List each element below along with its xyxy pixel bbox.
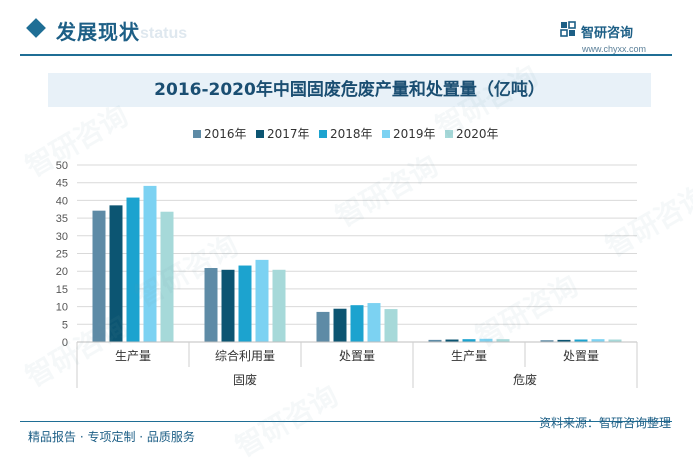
legend-swatch (382, 130, 390, 138)
bar (238, 265, 252, 342)
section-watermark: status (140, 25, 188, 42)
bar (204, 268, 218, 342)
y-tick-label: 50 (56, 160, 68, 172)
legend-label: 2018年 (330, 127, 373, 141)
x-tick-label: 处置量 (563, 349, 599, 363)
bar (574, 339, 588, 342)
y-tick-label: 5 (62, 319, 68, 331)
legend-label: 2016年 (204, 127, 247, 141)
bar (143, 185, 157, 342)
brand-url[interactable]: www.chyxx.com (582, 44, 647, 54)
header-divider (20, 54, 672, 56)
chart-title: 2016-2020年中国固废危废产量和处置量（亿吨） (154, 80, 545, 100)
bar (591, 339, 605, 342)
legend-swatch (193, 130, 201, 138)
brand-name: 智研咨询 (581, 26, 634, 41)
bar (92, 210, 106, 342)
y-tick-label: 30 (56, 231, 68, 243)
brand-logo-icon (560, 21, 576, 37)
bar (540, 340, 554, 342)
y-tick-label: 10 (56, 302, 68, 314)
bar (445, 339, 459, 342)
footer-slogan: 精品报告 · 专项定制 · 品质服务 (28, 430, 195, 444)
y-tick-label: 15 (56, 284, 68, 296)
y-tick-label: 20 (56, 266, 68, 278)
bar (496, 339, 510, 342)
y-tick-label: 40 (56, 195, 68, 207)
legend-label: 2020年 (456, 127, 499, 141)
x-tick-label: 生产量 (451, 349, 487, 363)
group-label: 固废 (233, 372, 257, 387)
bar (367, 303, 381, 342)
bar (316, 311, 330, 342)
bar (255, 259, 269, 342)
bar (272, 269, 286, 342)
bar (333, 308, 347, 342)
bar (557, 339, 571, 342)
x-tick-label: 处置量 (339, 349, 375, 363)
bar (384, 309, 398, 342)
bar (428, 339, 442, 342)
bar (221, 269, 235, 342)
y-tick-label: 35 (56, 213, 68, 225)
page-header: status 发展现状 智研咨询 www.chyxx.com (0, 0, 693, 62)
section-title: 发展现状 (56, 20, 140, 44)
group-label: 危废 (513, 372, 537, 387)
bar (350, 305, 364, 342)
footer-divider (20, 421, 672, 422)
y-tick-label: 25 (56, 249, 68, 261)
bar (462, 339, 476, 342)
legend-label: 2019年 (393, 127, 436, 141)
bar (608, 339, 622, 342)
bar (126, 197, 140, 342)
legend-swatch (256, 130, 264, 138)
legend-label: 2017年 (267, 127, 310, 141)
y-tick-label: 0 (62, 337, 68, 349)
bar (109, 205, 123, 342)
source-note: 资料来源：智研咨询整理 (538, 416, 671, 430)
chart-title-band: 2016-2020年中国固废危废产量和处置量（亿吨） (48, 73, 651, 107)
legend-swatch (445, 130, 453, 138)
y-tick-label: 45 (56, 178, 68, 190)
x-tick-label: 综合利用量 (215, 348, 275, 363)
bar (479, 338, 493, 342)
x-tick-label: 生产量 (115, 349, 151, 363)
legend-swatch (319, 130, 327, 138)
bar (160, 211, 174, 342)
